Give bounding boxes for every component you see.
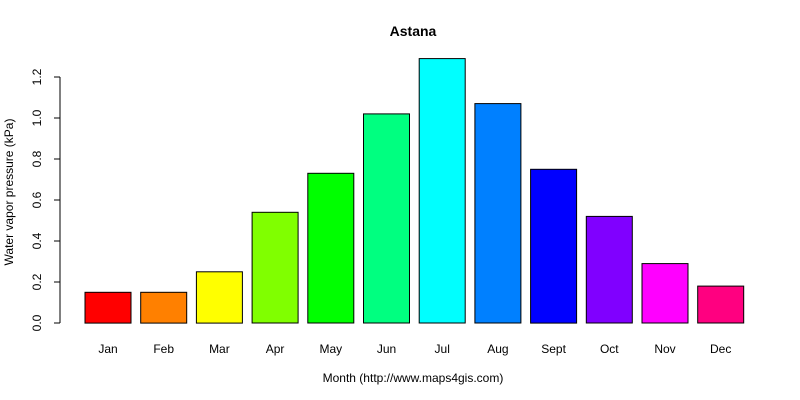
bars [84, 58, 745, 324]
chart-title: Astana [390, 23, 437, 39]
bar-feb [140, 291, 188, 324]
y-axis: 0.0 0.2 0.4 0.6 0.8 1.0 1.2 [30, 68, 61, 331]
x-tick-label: Jul [435, 342, 450, 356]
bar-dec [697, 285, 745, 324]
bar-apr [251, 211, 299, 324]
x-tick-label: Dec [710, 342, 731, 356]
y-axis-label: Water vapor pressure (kPa) [2, 119, 16, 266]
x-tick-label: Jun [377, 342, 396, 356]
x-tick-label: Feb [153, 342, 174, 356]
y-tick-label: 0.0 [30, 314, 44, 331]
y-tick-label: 1.2 [30, 68, 44, 85]
bar-jan [84, 291, 132, 324]
bar-oct [585, 215, 633, 324]
bar-jun [363, 113, 410, 324]
x-axis-ticks: Jan Feb Mar Apr May Jun Jul Aug Sept Oct Nov Dec [98, 342, 731, 356]
bar-jul [418, 58, 466, 324]
bar-aug [474, 103, 522, 324]
bar-sept [530, 168, 578, 324]
y-tick-label: 0.8 [30, 150, 44, 167]
y-tick-label: 0.4 [30, 232, 44, 249]
x-tick-label: Sept [541, 342, 566, 356]
x-tick-label: May [319, 342, 342, 356]
x-tick-label: Mar [209, 342, 230, 356]
y-tick-label: 0.2 [30, 273, 44, 290]
bar-may [307, 172, 355, 324]
x-tick-label: Oct [600, 342, 619, 356]
x-tick-label: Nov [654, 342, 675, 356]
x-tick-label: Apr [266, 342, 285, 356]
y-tick-label: 1.0 [30, 109, 44, 126]
y-tick-label: 0.6 [30, 191, 44, 208]
x-axis-label: Month (http://www.maps4gis.com) [323, 371, 504, 385]
x-tick-label: Aug [487, 342, 508, 356]
bar-nov [641, 263, 689, 324]
x-tick-label: Jan [98, 342, 117, 356]
bar-mar [195, 271, 243, 324]
